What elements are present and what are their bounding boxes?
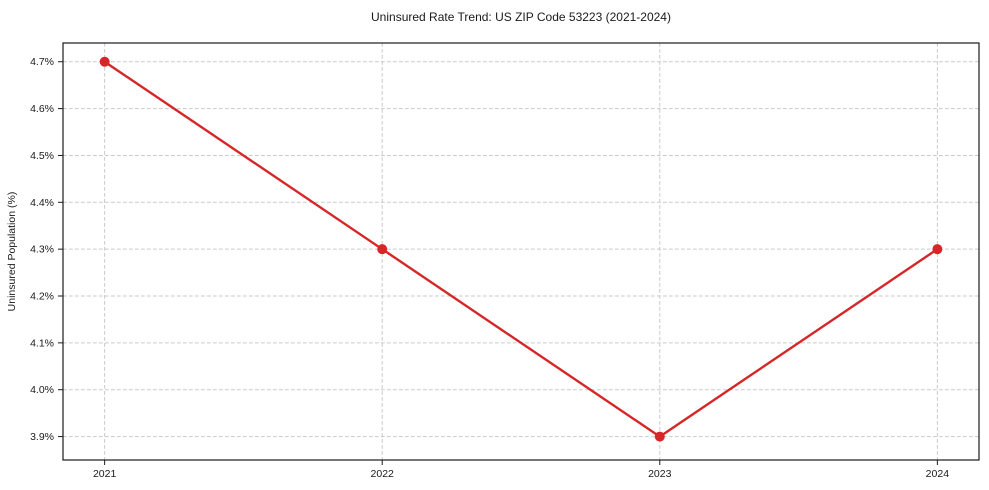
gridlines xyxy=(63,43,979,460)
plot-frame xyxy=(62,42,980,461)
x-tick-label: 2023 xyxy=(648,468,672,480)
y-tick-label: 4.0% xyxy=(30,384,54,396)
y-tick-label: 4.5% xyxy=(30,150,54,162)
x-tick-label: 2022 xyxy=(371,468,395,480)
y-tick-label: 4.1% xyxy=(30,337,54,349)
data-point xyxy=(99,56,110,67)
y-tick-label: 4.7% xyxy=(30,56,54,68)
axes: 3.9% 4.0% 4.1% 4.2% 4.3% 4.4% 4.5% 4.6% 4.7% 2021… xyxy=(30,42,980,480)
trend-line-series xyxy=(99,56,943,442)
chart-title: Uninsured Rate Trend: US ZIP Code 53223 … xyxy=(371,10,671,24)
x-tick-label: 2021 xyxy=(93,468,117,480)
y-tick-label: 4.3% xyxy=(30,244,54,256)
data-point xyxy=(654,431,665,442)
y-axis-label: Uninsured Population (%) xyxy=(6,192,18,312)
y-tick-label: 4.4% xyxy=(30,197,54,209)
y-tick-label: 4.6% xyxy=(30,103,54,115)
trend-line xyxy=(103,60,939,438)
data-point xyxy=(932,244,943,255)
y-tick-label: 3.9% xyxy=(30,431,54,443)
x-tick-label: 2024 xyxy=(926,468,950,480)
y-tick-label: 4.2% xyxy=(30,291,54,303)
data-point xyxy=(377,244,388,255)
